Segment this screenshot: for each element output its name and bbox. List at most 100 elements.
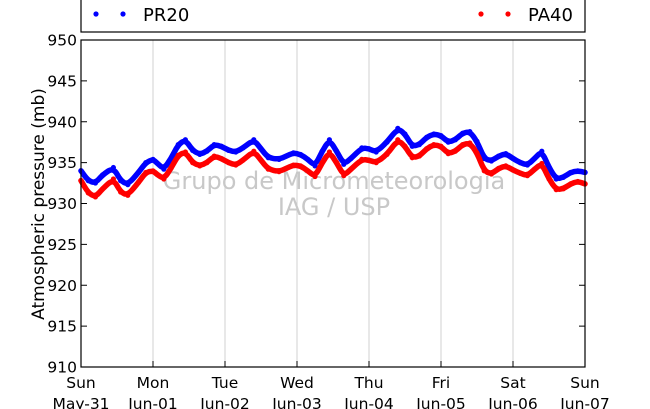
data-point-pa40 — [460, 142, 466, 148]
data-point-pr20 — [110, 164, 116, 171]
x-tick-label-day: Tue — [211, 374, 238, 392]
data-point-pa40 — [532, 166, 538, 172]
data-point-pr20 — [305, 156, 311, 162]
data-point-pr20 — [197, 151, 203, 158]
data-point-pr20 — [204, 148, 210, 154]
data-point-pr20 — [290, 150, 296, 156]
data-point-pa40 — [211, 153, 217, 159]
data-point-pa40 — [334, 160, 340, 166]
data-point-pr20 — [488, 158, 494, 164]
data-point-pa40 — [510, 167, 516, 173]
data-point-pr20 — [445, 139, 451, 145]
x-tick-label-date: Jun-05 — [415, 395, 466, 409]
data-point-pr20 — [240, 145, 246, 151]
data-point-pr20 — [283, 153, 289, 159]
series-pa40 — [78, 137, 588, 200]
x-tick-label-date: Jun-06 — [487, 395, 538, 409]
data-point-pa40 — [496, 165, 502, 171]
data-point-pa40 — [517, 170, 523, 176]
y-tick-label: 930 — [47, 195, 77, 213]
data-point-pa40 — [366, 157, 372, 163]
data-point-pa40 — [445, 151, 451, 157]
data-point-pa40 — [92, 194, 98, 200]
data-point-pa40 — [240, 157, 246, 163]
x-tick-label-date: Jun-02 — [199, 395, 250, 409]
data-point-pa40 — [182, 149, 188, 155]
y-axis-label: Atmospheric pressure (mb) — [29, 88, 49, 320]
y-tick-label: 915 — [47, 318, 77, 336]
legend-marker-pr20-b — [120, 11, 126, 17]
data-point-pr20 — [416, 142, 422, 148]
data-point-pa40 — [175, 152, 181, 158]
data-point-pr20 — [226, 147, 232, 153]
data-point-pr20 — [546, 164, 552, 171]
data-point-pa40 — [341, 173, 347, 179]
data-point-pr20 — [154, 160, 160, 166]
data-point-pa40 — [190, 160, 196, 166]
data-point-pr20 — [460, 130, 466, 136]
data-point-pa40 — [118, 189, 124, 195]
data-point-pr20 — [524, 162, 531, 168]
data-point-pa40 — [226, 160, 232, 166]
watermark-line-2: IAG / USP — [278, 193, 390, 221]
x-axis: Sun May-31 Mon Jun-01 Tue Jun-02 Wed Jun-03 Thu J… — [52, 361, 610, 409]
legend-marker-pa40-a — [478, 11, 484, 17]
watermark-line-1: Grupo de Micrometeorologia — [163, 167, 505, 195]
data-point-pr20 — [510, 155, 516, 162]
data-point-pa40 — [136, 179, 142, 185]
y-tick-label: 920 — [47, 277, 77, 295]
data-point-pr20 — [125, 182, 131, 188]
data-point-pa40 — [305, 168, 311, 174]
data-point-pr20 — [481, 155, 487, 162]
data-point-pr20 — [395, 125, 401, 131]
data-point-pa40 — [233, 162, 239, 168]
data-point-pa40 — [424, 146, 430, 152]
data-point-pr20 — [143, 160, 149, 166]
x-tick-label-day: Thu — [353, 374, 383, 392]
data-point-pr20 — [175, 142, 181, 148]
data-point-pa40 — [568, 181, 574, 187]
series-line-pr20 — [78, 127, 588, 186]
plot-area — [81, 40, 585, 367]
data-point-pr20 — [258, 146, 264, 152]
data-point-pr20 — [348, 155, 354, 162]
data-point-pa40 — [431, 142, 437, 148]
data-point-pr20 — [319, 148, 325, 154]
data-point-pr20 — [366, 146, 372, 152]
x-tick-label-date: May-31 — [52, 395, 109, 409]
data-point-pr20 — [467, 128, 473, 135]
data-point-pa40 — [110, 176, 116, 182]
legend-label-pa40: PA40 — [528, 5, 573, 26]
data-point-pa40 — [319, 160, 325, 166]
data-point-pr20 — [424, 134, 430, 140]
data-point-pa40 — [384, 151, 390, 158]
x-tick-label-day: Wed — [280, 374, 314, 392]
data-point-pa40 — [416, 153, 422, 159]
data-point-pr20 — [384, 139, 390, 145]
data-point-pa40 — [100, 186, 106, 192]
data-point-pa40 — [85, 190, 91, 196]
data-point-pr20 — [568, 169, 574, 176]
x-tick-label-day: Sat — [500, 374, 525, 392]
data-point-pa40 — [560, 186, 567, 192]
data-point-pa40 — [575, 178, 581, 185]
data-point-pa40 — [251, 148, 257, 154]
x-tick-label-day: Sun — [66, 374, 96, 392]
x-tick-label-date: Jun-07 — [559, 395, 610, 409]
data-point-pr20 — [298, 151, 304, 158]
data-point-pa40 — [150, 168, 156, 174]
data-point-pr20 — [517, 160, 523, 166]
y-tick-label: 935 — [47, 154, 77, 172]
data-point-pa40 — [409, 155, 415, 161]
y-tick-label: 950 — [47, 32, 77, 50]
data-point-pa40 — [539, 160, 545, 167]
data-point-pr20 — [211, 142, 217, 148]
data-point-pr20 — [373, 149, 379, 155]
y-tick-label: 945 — [47, 72, 77, 90]
data-point-pr20 — [334, 148, 340, 154]
data-point-pr20 — [438, 133, 444, 139]
y-tick-label: 925 — [47, 236, 77, 254]
series-pr20 — [78, 125, 588, 188]
data-point-pr20 — [218, 143, 224, 149]
